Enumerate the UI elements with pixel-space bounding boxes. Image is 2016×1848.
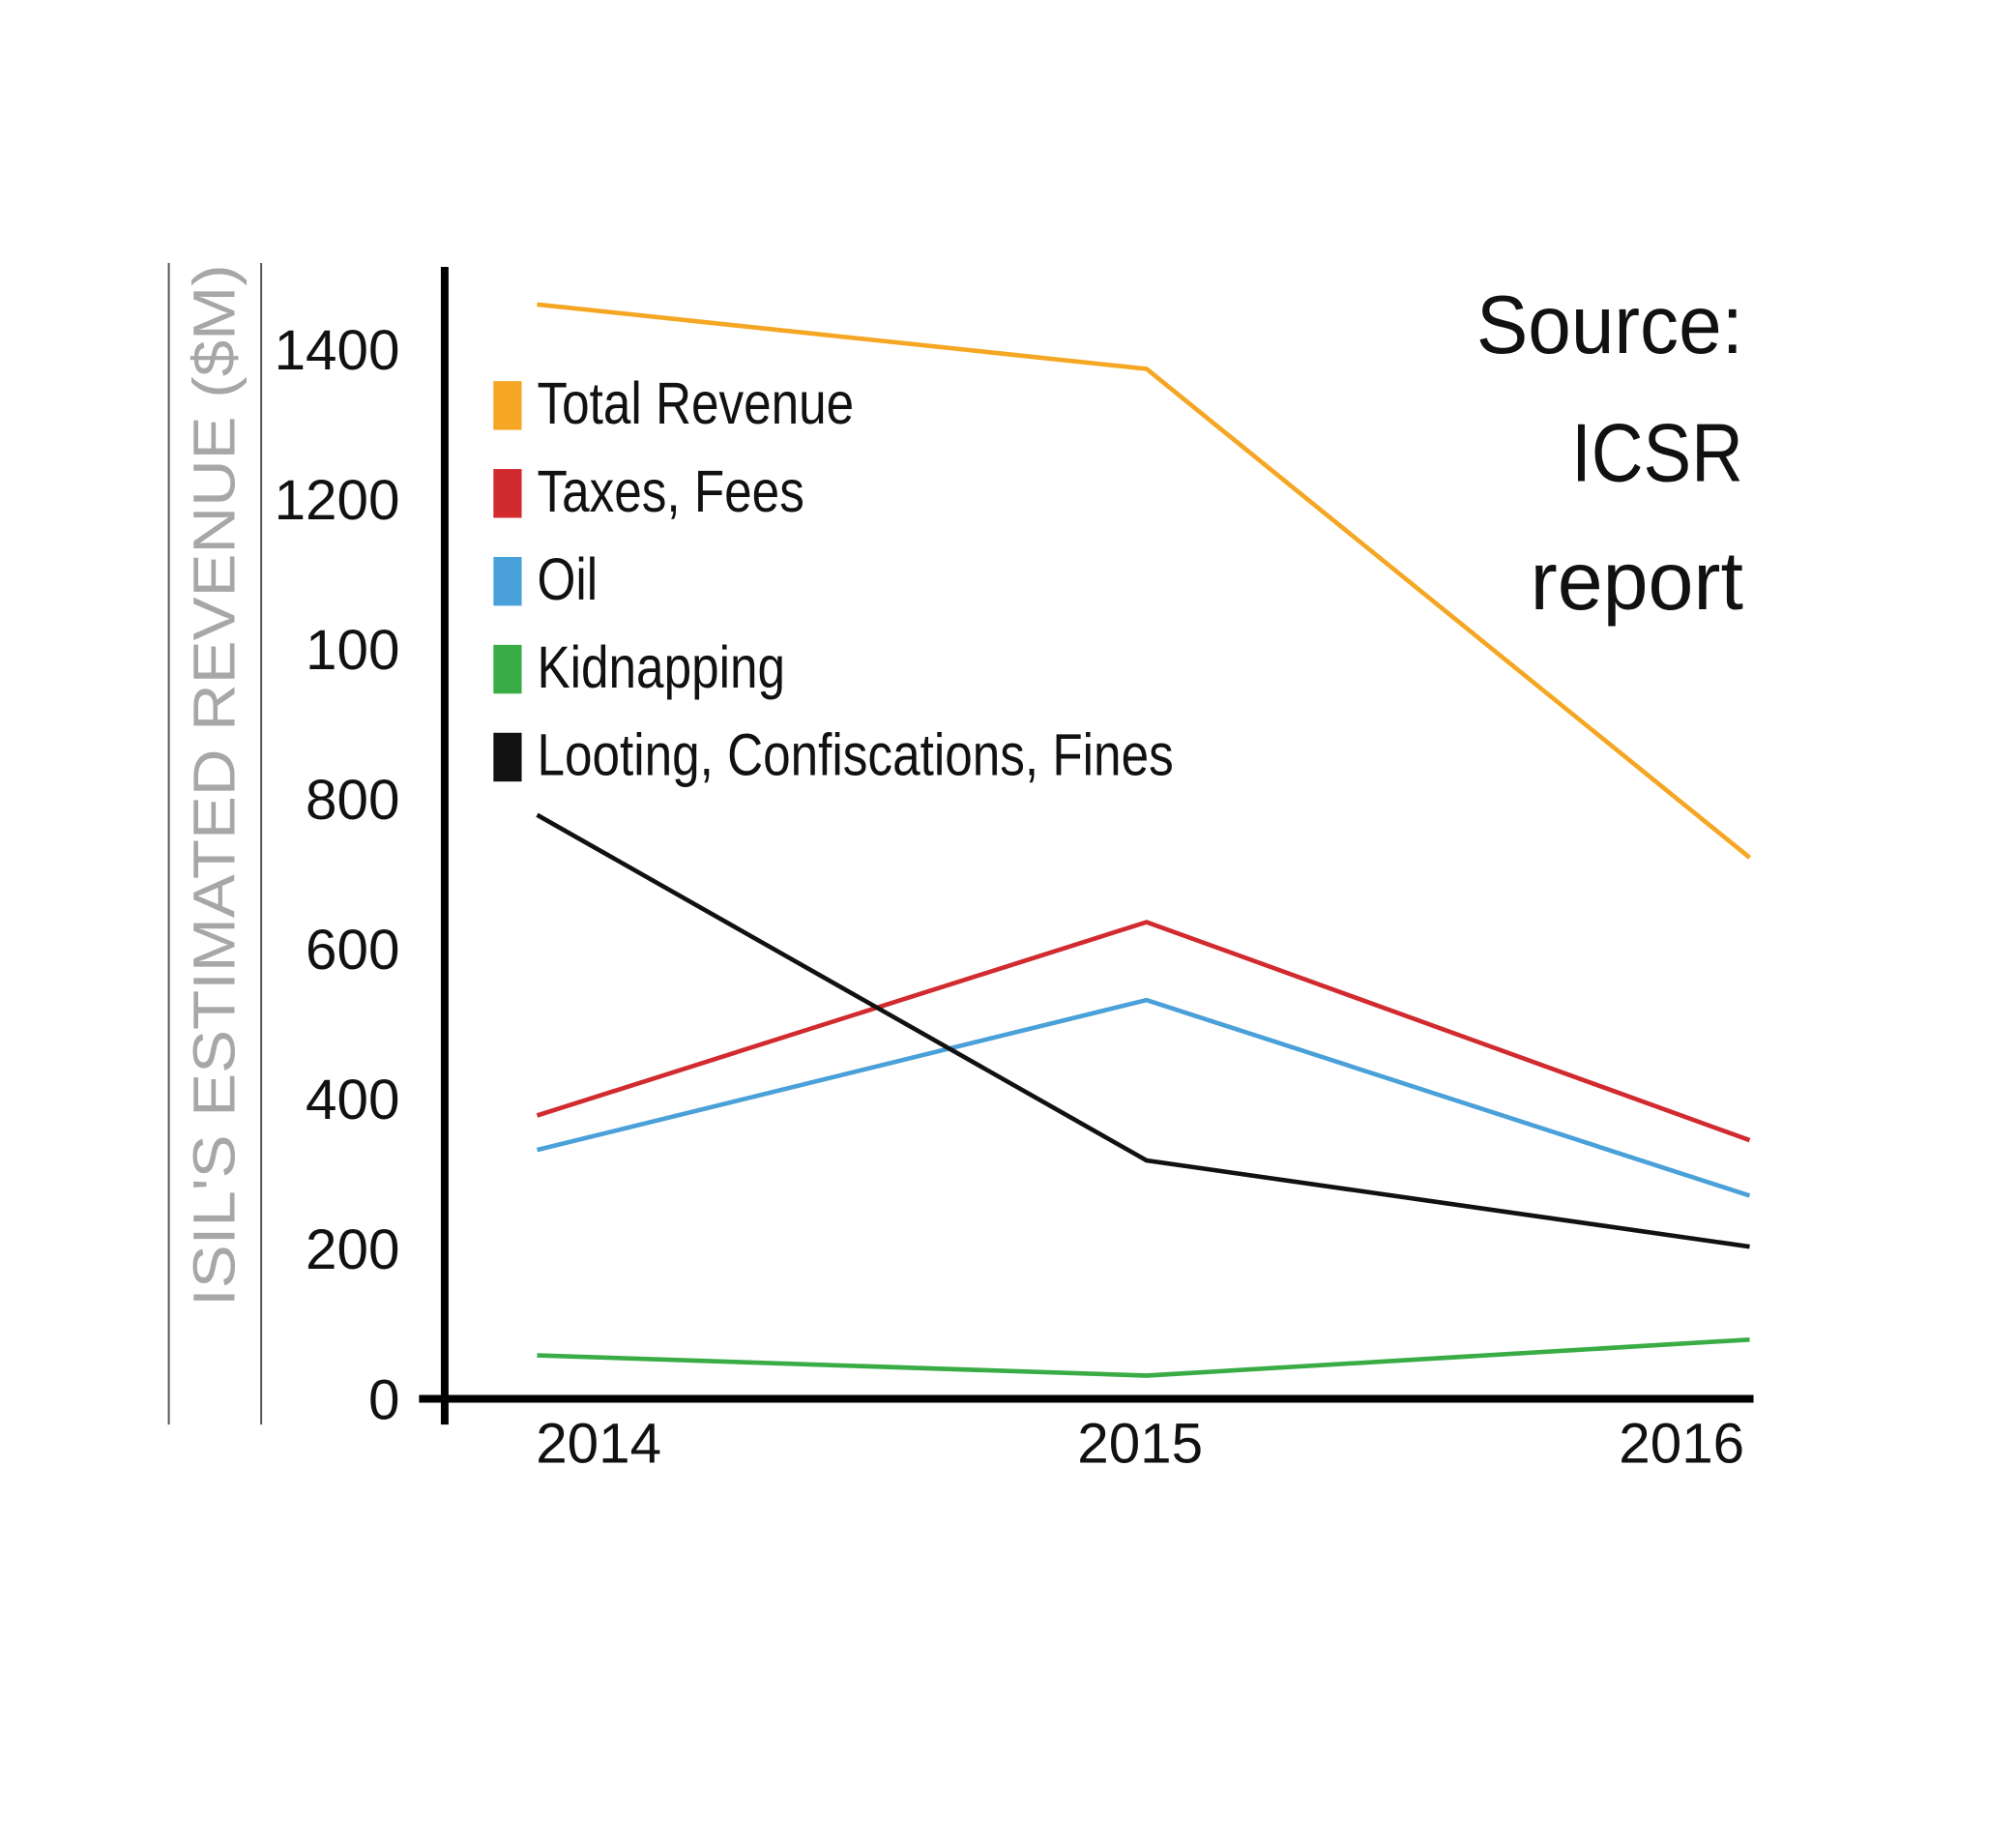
legend-swatch (493, 381, 522, 430)
legend-swatch (493, 644, 522, 694)
y-tick-label: 100 (306, 619, 399, 682)
annotation: Source: (1476, 279, 1743, 370)
y-tick-label: 400 (306, 1069, 399, 1131)
legend-label: Looting, Confiscations, Fines (537, 722, 1173, 788)
x-tick-label: 2016 (1619, 1412, 1744, 1475)
series-line (536, 812, 1750, 1249)
series-line (536, 997, 1751, 1198)
series-line (537, 1336, 1750, 1378)
legend-swatch (493, 732, 522, 782)
y-axis-label: ISIL'S ESTIMATED REVENUE ($M) (181, 264, 247, 1306)
y-tick-label: 1400 (275, 319, 400, 382)
y-tick-label: 200 (306, 1218, 399, 1281)
legend-label: Oil (537, 546, 598, 612)
x-tick-label: 2014 (536, 1412, 661, 1475)
legend-label: Taxes, Fees (537, 458, 803, 524)
legend-label: Total Revenue (537, 370, 854, 436)
x-tick-label: 2015 (1077, 1412, 1203, 1475)
legend-label: Kidnapping (537, 634, 785, 700)
legend-swatch (493, 556, 522, 606)
series-line (537, 302, 1752, 860)
annotation: report (1531, 535, 1743, 627)
series-line (536, 920, 1751, 1143)
y-tick-label: 600 (306, 919, 399, 982)
y-tick-label: 1200 (275, 469, 400, 532)
annotation: ICSR (1571, 407, 1743, 499)
y-tick-label: 800 (306, 769, 399, 832)
legend-swatch (493, 469, 522, 518)
y-tick-label: 0 (368, 1368, 399, 1431)
